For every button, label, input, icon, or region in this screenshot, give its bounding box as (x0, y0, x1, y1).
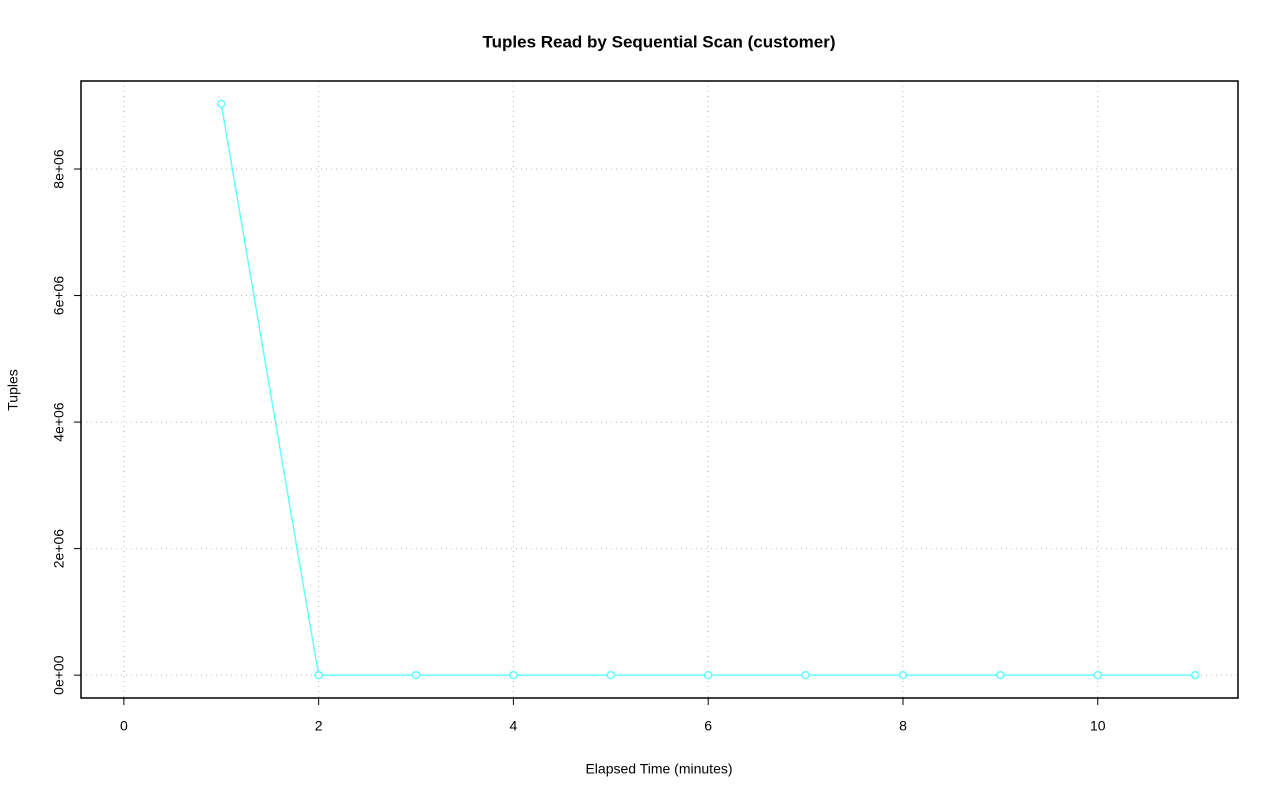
y-tick-label: 0e+00 (51, 655, 67, 695)
data-point (216, 99, 226, 109)
x-tick-label: 10 (1090, 718, 1106, 734)
data-point (509, 670, 518, 680)
data-point (1190, 670, 1200, 680)
x-tick-label: 8 (899, 718, 907, 734)
data-line (220, 103, 1196, 676)
plot-frame (80, 80, 1239, 699)
y-tick-label: 4e+06 (51, 402, 67, 442)
data-point (1093, 670, 1103, 680)
data-point (606, 670, 616, 680)
x-tick-label: 0 (120, 718, 128, 734)
y-axis-label: Tuples (5, 369, 21, 411)
x-tick-label: 6 (704, 718, 712, 734)
x-tick-label: 4 (510, 718, 518, 734)
y-tick-label: 8e+06 (51, 149, 67, 189)
chart-title: Tuples Read by Sequential Scan (customer… (483, 32, 836, 51)
y-tick-label: 2e+06 (51, 529, 67, 569)
data-point (411, 670, 421, 680)
data-point (703, 670, 713, 680)
x-tick-label: 2 (315, 718, 323, 734)
data-point (898, 670, 908, 680)
x-axis-label: Elapsed Time (minutes) (585, 761, 732, 777)
y-tick-label: 6e+06 (51, 276, 67, 316)
data-point (314, 670, 323, 680)
data-point (801, 670, 810, 680)
data-point (996, 670, 1005, 680)
